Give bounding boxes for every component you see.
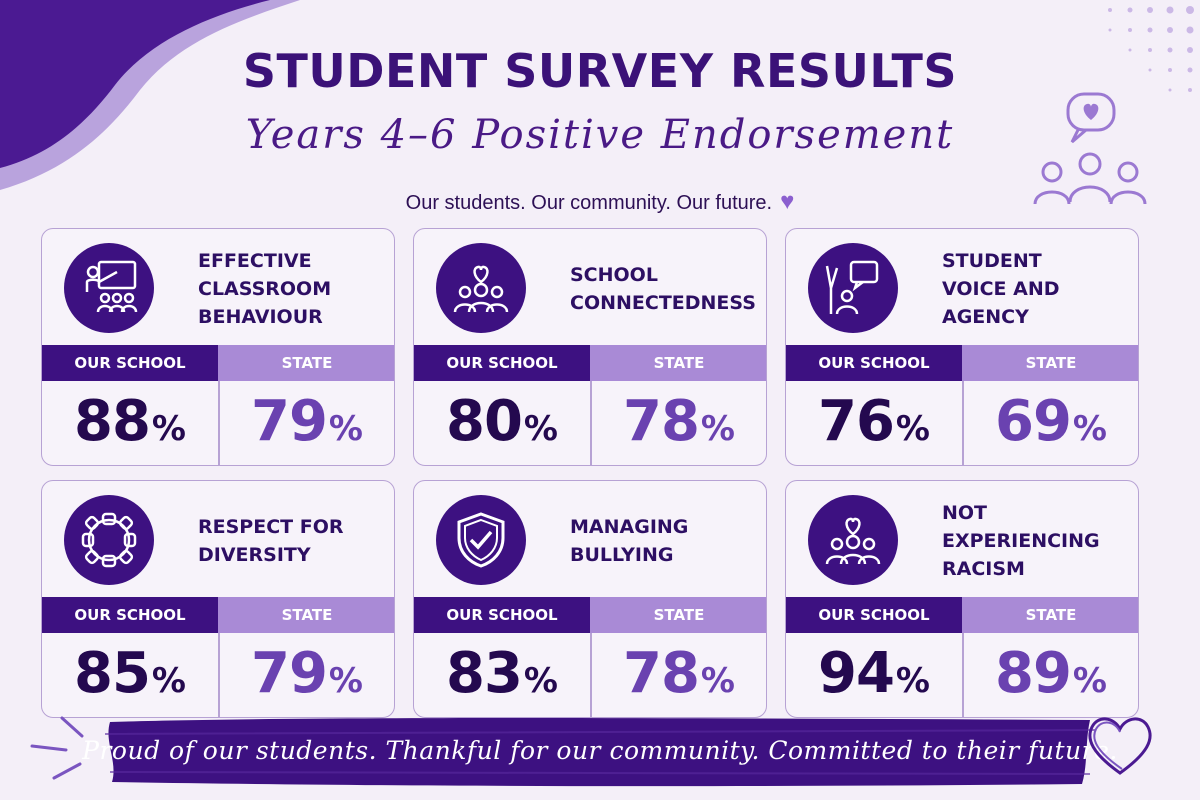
card-title-line: DIVERSITY [198,544,311,566]
percent-sign: % [700,661,735,701]
card-title-line: BULLYING [570,544,674,566]
heart-icon: ♥ [780,188,795,215]
state-value: 78% [590,389,766,459]
tagline-text: Our students. Our community. Our future. [405,192,773,214]
our-school-number: 83 [445,641,523,706]
our-school-number: 80 [445,389,523,454]
our-school-value: 85% [42,641,218,711]
card-title: SCHOOL CONNECTEDNESS [570,247,760,331]
teacher-classroom-icon [64,243,154,333]
column-divider [590,381,592,465]
card-title: NOT EXPERIENCING RACISM [942,499,1132,583]
result-card: EFFECTIVE CLASSROOM BEHAVIOUR OUR SCHOOL S… [41,228,395,466]
card-title-line: RACISM [942,558,1025,580]
card-title: STUDENT VOICE AND AGENCY [942,247,1132,331]
card-title-line: AGENCY [942,306,1029,328]
our-school-label: OUR SCHOOL [42,597,218,633]
our-school-label: OUR SCHOOL [414,597,590,633]
our-school-label: OUR SCHOOL [786,597,962,633]
state-number: 79 [250,389,328,454]
state-label: STATE [218,597,394,633]
our-school-value: 80% [414,389,590,459]
state-label: STATE [218,345,394,381]
card-title-line: EFFECTIVE [198,250,312,272]
column-divider [590,633,592,717]
card-title-line: BEHAVIOUR [198,306,323,328]
card-title-line: RESPECT FOR [198,516,344,538]
shield-check-icon [436,495,526,585]
tagline: Our students. Our community. Our future.… [0,188,1200,216]
state-value: 78% [590,641,766,711]
result-card: NOT EXPERIENCING RACISM OUR SCHOOL STATE … [785,480,1139,718]
our-school-value: 83% [414,641,590,711]
linked-hands-circle-icon [64,495,154,585]
result-card: RESPECT FOR DIVERSITY OUR SCHOOL STATE 85… [41,480,395,718]
our-school-value: 94% [786,641,962,711]
percent-sign: % [151,661,186,701]
card-title: MANAGING BULLYING [570,499,760,583]
percent-sign: % [523,409,558,449]
our-school-label: OUR SCHOOL [42,345,218,381]
card-title-line: NOT EXPERIENCING [942,502,1100,552]
state-number: 79 [250,641,328,706]
percent-sign: % [328,409,363,449]
state-value: 69% [962,389,1138,459]
state-label: STATE [962,597,1138,633]
result-card: SCHOOL CONNECTEDNESS OUR SCHOOL STATE 80%… [413,228,767,466]
state-value: 89% [962,641,1138,711]
state-value: 79% [218,389,394,459]
card-title-line: MANAGING [570,516,689,538]
sparkle-dashes-decoration [30,716,84,780]
card-title: RESPECT FOR DIVERSITY [198,499,388,583]
group-heart-icon [808,495,898,585]
dot-pattern-decoration [1108,6,1194,92]
card-title-line: VOICE AND [942,278,1060,300]
card-title-line: SCHOOL [570,264,658,286]
our-school-number: 76 [817,389,895,454]
footer-brush-band [104,718,1096,787]
result-card: STUDENT VOICE AND AGENCY OUR SCHOOL STATE … [785,228,1139,466]
percent-sign: % [328,661,363,701]
footer-message: Proud of our students. Thankful for our … [82,736,1118,765]
our-school-number: 94 [817,641,895,706]
page-title: STUDENT SURVEY RESULTS [242,44,958,98]
result-card: MANAGING BULLYING OUR SCHOOL STATE 83% 78… [413,480,767,718]
our-school-number: 85 [73,641,151,706]
column-divider [218,381,220,465]
our-school-value: 88% [42,389,218,459]
percent-sign: % [151,409,186,449]
state-number: 89 [994,641,1072,706]
percent-sign: % [895,661,930,701]
page-subtitle: Years 4–6 Positive Endorsement [245,112,955,158]
card-title-line: CONNECTEDNESS [570,292,756,314]
our-school-label: OUR SCHOOL [414,345,590,381]
card-title: EFFECTIVE CLASSROOM BEHAVIOUR [198,247,388,331]
state-value: 79% [218,641,394,711]
group-heart-icon [436,243,526,333]
state-number: 69 [994,389,1072,454]
percent-sign: % [1072,409,1107,449]
raised-hand-speech-icon [808,243,898,333]
corner-swoosh-decoration [0,0,300,190]
percent-sign: % [895,409,930,449]
percent-sign: % [700,409,735,449]
our-school-number: 88 [73,389,151,454]
state-number: 78 [622,641,700,706]
column-divider [962,633,964,717]
our-school-label: OUR SCHOOL [786,345,962,381]
state-number: 78 [622,389,700,454]
state-label: STATE [590,345,766,381]
card-title-line: CLASSROOM [198,278,332,300]
column-divider [962,381,964,465]
card-title-line: STUDENT [942,250,1042,272]
column-divider [218,633,220,717]
our-school-value: 76% [786,389,962,459]
percent-sign: % [1072,661,1107,701]
state-label: STATE [590,597,766,633]
state-label: STATE [962,345,1138,381]
heart-icon [1088,717,1152,775]
community-speech-heart-icon [1033,92,1147,205]
percent-sign: % [523,661,558,701]
